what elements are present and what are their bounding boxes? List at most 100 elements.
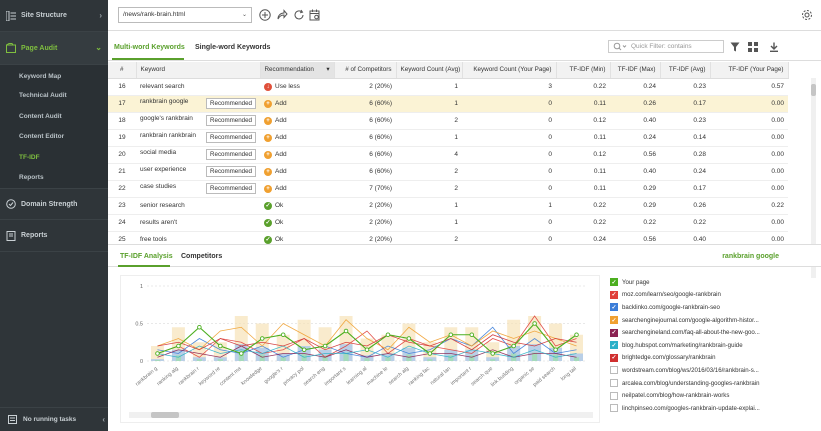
sidebar-domain-strength[interactable]: Domain Strength xyxy=(0,188,108,220)
column-header-tfidf-min[interactable]: TF-IDF (Min) xyxy=(556,62,611,79)
refresh-icon[interactable] xyxy=(292,8,305,21)
x-tick-label: keyword re xyxy=(198,366,222,387)
row-number: 22 xyxy=(108,180,136,198)
column-header-competitors[interactable]: # of Competitors xyxy=(334,62,397,79)
sidebar-page-audit[interactable]: Page Audit ⌄ xyxy=(0,32,108,65)
data-point xyxy=(364,347,370,352)
x-tick-label: content ma xyxy=(219,366,243,387)
legend-checkbox[interactable]: ✓ xyxy=(610,353,618,362)
column-header-recommendation[interactable]: Recommendation ▾ xyxy=(260,62,335,79)
running-tasks-bar[interactable]: No running tasks ‹ xyxy=(0,407,108,431)
column-header-tfidf-yours[interactable]: TF-IDF (Your Page) xyxy=(710,62,789,79)
toolbar: /news/rank-brain.html ⌄ xyxy=(108,0,821,31)
table-row[interactable]: 18 google's rankbrain Recommended + Add 6 (60… xyxy=(108,112,788,130)
legend-item[interactable]: ✓ Your page xyxy=(610,276,780,289)
table-row[interactable]: 16 relevant search ↓ Use less 2 (20%) 1 3 0.22 0… xyxy=(108,78,788,96)
legend-checkbox[interactable] xyxy=(610,404,618,413)
table-row[interactable]: 20 social media Recommended + Add 6 (60%) 4 0 0.… xyxy=(108,146,788,164)
competitors-cell: 6 (60%) xyxy=(334,95,396,113)
table-scrollbar[interactable] xyxy=(811,78,816,278)
row-number: 16 xyxy=(108,78,136,96)
tab-tfidf-analysis[interactable]: TF-IDF Analysis xyxy=(120,253,173,260)
filter-icon[interactable] xyxy=(728,40,741,53)
table-row[interactable]: 22 case studies Recommended + Add 7 (70%) 2 0 0.… xyxy=(108,180,788,198)
legend-item[interactable]: wordstream.com/blog/ws/2016/03/16/rankbr… xyxy=(610,364,780,377)
tab-single-word[interactable]: Single-word Keywords xyxy=(195,44,271,51)
data-point xyxy=(301,347,307,352)
search-icon xyxy=(613,42,627,53)
collapse-sidebar-icon[interactable]: ‹ xyxy=(102,415,105,424)
table-row[interactable]: 23 senior research ✓ Ok 2 (20%) 1 1 0.22 0.29 0.2… xyxy=(108,197,788,215)
tab-multi-word[interactable]: Multi-word Keywords xyxy=(114,44,185,51)
scrollbar-thumb[interactable] xyxy=(811,84,816,96)
count-yours-cell: 0 xyxy=(462,129,556,147)
legend-item[interactable]: arcalea.com/blog/understanding-googles-r… xyxy=(610,377,780,390)
legend-checkbox[interactable]: ✓ xyxy=(610,341,618,350)
tfidf-max-cell: 0.40 xyxy=(610,112,660,130)
column-header-keyword[interactable]: Keyword xyxy=(136,62,261,79)
legend-label: wordstream.com/blog/ws/2016/03/16/rankbr… xyxy=(622,366,759,374)
sidebar-item-keyword-map[interactable]: Keyword Map xyxy=(0,65,108,86)
column-header-count-yours[interactable]: Keyword Count (Your Page) xyxy=(462,62,557,79)
table-row[interactable]: 24 results aren't ✓ Ok 2 (20%) 1 0 0.22 0.22 0.22… xyxy=(108,214,788,232)
legend-item[interactable]: ✓ brightedge.com/glossary/rankbrain xyxy=(610,352,780,365)
legend-checkbox[interactable]: ✓ xyxy=(610,328,618,337)
legend-label: searchenginejournal.com/google-algorithm… xyxy=(622,316,759,324)
y-tick-label: 0.5 xyxy=(135,322,143,328)
table-row[interactable]: 17 rankbrain google Recommended + Add 6 (60%)… xyxy=(108,95,788,113)
tab-competitors[interactable]: Competitors xyxy=(181,253,223,260)
columns-icon[interactable] xyxy=(746,40,759,53)
legend-item[interactable]: ✓ blog.hubspot.com/marketing/rankbrain-gu… xyxy=(610,339,780,352)
share-icon[interactable] xyxy=(275,8,288,21)
sidebar-site-structure[interactable]: Site Structure › xyxy=(0,0,108,32)
legend-item[interactable]: ✓ backlinko.com/google-rankbrain-seo xyxy=(610,301,780,314)
legend-item[interactable]: ✓ searchenginejournal.com/google-algorith… xyxy=(610,314,780,327)
quick-filter-input[interactable]: Quick Filter: contains xyxy=(608,40,724,53)
page-audit-icon xyxy=(6,43,16,53)
legend-checkbox[interactable]: ✓ xyxy=(610,290,618,299)
bar xyxy=(448,355,454,361)
table-row[interactable]: 19 rankbrain rankbrain Recommended + Add 6 (6… xyxy=(108,129,788,147)
sidebar-item-tf-idf[interactable]: TF-IDF xyxy=(0,147,108,168)
settings-icon[interactable] xyxy=(800,8,813,21)
url-dropdown[interactable]: /news/rank-brain.html ⌄ xyxy=(118,7,252,23)
bar xyxy=(364,358,370,361)
sort-desc-icon: ▾ xyxy=(326,66,330,74)
legend-checkbox[interactable] xyxy=(610,379,618,388)
legend-label: brightedge.com/glossary/rankbrain xyxy=(622,354,716,362)
legend-item[interactable]: neilpatel.com/blog/how-rankbrain-works xyxy=(610,389,780,402)
tfidf-min-cell: 0.12 xyxy=(556,112,610,130)
column-header-tfidf-max[interactable]: TF-IDF (Max) xyxy=(610,62,661,79)
recommendation-cell: + Add xyxy=(260,129,334,147)
data-point xyxy=(155,351,160,356)
column-header-number[interactable]: # xyxy=(108,62,137,79)
data-point xyxy=(574,332,579,338)
column-header-count-avg[interactable]: Keyword Count (Avg) xyxy=(396,62,463,79)
column-header-tfidf-avg[interactable]: TF-IDF (Avg) xyxy=(660,62,711,79)
table-row[interactable]: 21 user experience Recommended + Add 6 (60%) 2… xyxy=(108,163,788,181)
bar xyxy=(280,357,286,361)
check-icon: ✓ xyxy=(264,201,272,210)
legend-item[interactable]: linchpinseo.com/googles-rankbrain-update… xyxy=(610,402,780,415)
legend-item[interactable]: ✓ searchengineland.com/faq-all-about-the-… xyxy=(610,326,780,339)
legend-checkbox[interactable]: ✓ xyxy=(610,278,618,287)
legend-checkbox[interactable] xyxy=(610,366,618,375)
schedule-icon[interactable] xyxy=(308,8,321,21)
data-point xyxy=(553,347,558,352)
tfidf-avg-cell: 0.14 xyxy=(660,129,710,147)
add-icon[interactable] xyxy=(258,8,271,21)
sidebar-item-technical-audit[interactable]: Technical Audit xyxy=(0,85,108,106)
sidebar-item-content-editor[interactable]: Content Editor xyxy=(0,126,108,147)
legend-checkbox[interactable]: ✓ xyxy=(610,316,618,325)
sidebar-site-structure-label: Site Structure xyxy=(21,12,67,19)
download-icon[interactable] xyxy=(767,40,780,53)
legend-item[interactable]: ✓ moz.com/learn/seo/google-rankbrain xyxy=(610,289,780,302)
tfidf-avg-cell: 0.23 xyxy=(660,112,710,130)
legend-checkbox[interactable] xyxy=(610,391,618,400)
sidebar-item-content-audit[interactable]: Content Audit xyxy=(0,106,108,127)
sidebar-item-reports-sub[interactable]: Reports xyxy=(0,167,108,188)
keyword-cell: rankbrain google Recommended xyxy=(136,95,260,113)
legend-checkbox[interactable]: ✓ xyxy=(610,303,618,312)
sidebar-reports[interactable]: Reports xyxy=(0,220,108,252)
tfidf-yours-cell: 0.00 xyxy=(710,129,788,147)
